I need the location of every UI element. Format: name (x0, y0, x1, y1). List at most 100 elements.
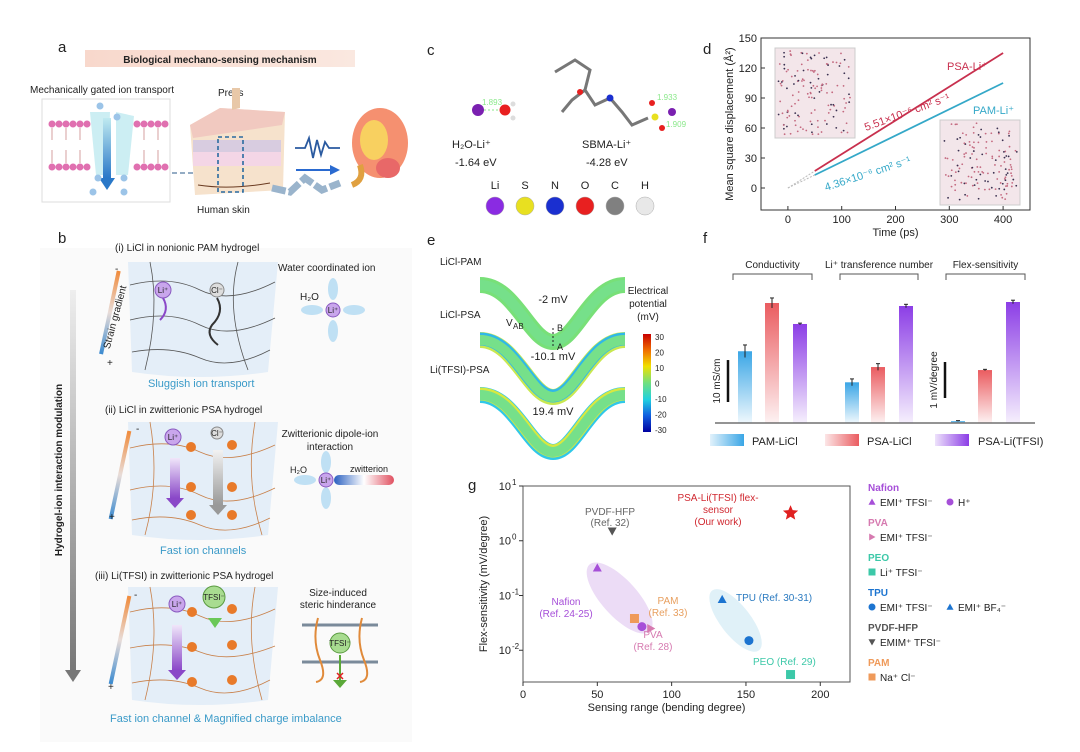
md-atom-dot (813, 97, 816, 100)
cl-ion-icon (210, 426, 224, 440)
element-ball-h (635, 196, 655, 216)
md-atom-dot (985, 141, 988, 143)
md-atom-dot (954, 171, 957, 174)
data-point-pvdf-hfp (607, 527, 617, 536)
md-atom-dot (1007, 155, 1010, 158)
legend-entry-label: EMIM⁺ TFSI⁻ (880, 638, 941, 649)
strain-gradient-arrow (108, 430, 132, 520)
section-ii-side-title-2: interaction (307, 442, 353, 453)
md-atom-dot (827, 64, 829, 67)
md-atom-dot (813, 109, 816, 111)
li-ion-label: Li⁺ (321, 476, 331, 485)
md-atom-dot (1010, 174, 1013, 177)
y-tick-exponent: -2 (512, 642, 520, 651)
series-label: PAM-Li⁺ (973, 105, 1014, 117)
md-atom-dot (1005, 185, 1007, 188)
cl-ion-label: Cl⁻ (211, 429, 223, 438)
md-atom-dot (810, 87, 813, 89)
y-tick-exponent: 0 (512, 533, 517, 542)
section-iii-title: (iii) Li(TFSI) in zwitterionic PSA hydro… (95, 571, 273, 582)
colorbar-tick-label: 20 (655, 349, 664, 358)
sbma-li-molecule (554, 58, 676, 131)
md-atom-dot (842, 110, 845, 113)
element-symbol: S (521, 180, 528, 192)
finger-icon (232, 88, 240, 110)
md-atom-dot (1001, 182, 1004, 185)
series-line-1 (814, 82, 1004, 176)
y-tick-label: 90 (745, 93, 757, 105)
md-atom-dot (811, 69, 814, 72)
annotation-ours: (Our work) (694, 517, 741, 528)
element-symbol: Li (491, 180, 500, 192)
li-fast-arrow (170, 458, 180, 498)
md-atom-dot (827, 112, 830, 114)
y-tick-base: 10 (499, 481, 511, 493)
md-atom-dot (783, 55, 786, 58)
md-atom-dot (963, 153, 966, 156)
legend-label: PSA-Li(TFSI) (978, 436, 1043, 448)
charge-groups (187, 604, 237, 687)
md-atom-dot (957, 149, 960, 152)
binding-energy: -4.28 eV (586, 157, 628, 169)
md-atom-dot (994, 164, 996, 166)
colorbar-title: (mV) (637, 312, 659, 323)
md-atom-dot (820, 131, 823, 133)
md-atom-dot (1003, 161, 1006, 163)
bar-1-2 (899, 306, 913, 423)
md-atom-dot (794, 124, 797, 127)
md-atom-dot (782, 127, 785, 130)
md-atom-dot (816, 119, 819, 122)
md-atom-dot (801, 78, 804, 81)
ion-channel-membrane-illustration (41, 98, 171, 203)
x-tick-label: 0 (520, 689, 526, 701)
zoom-box (217, 136, 244, 193)
panel-label-c: c (427, 42, 435, 59)
series-line-0 (814, 52, 1004, 172)
md-atom-dot (1003, 156, 1006, 159)
md-atom-dot (971, 166, 974, 169)
colorbar-title: Electrical (628, 286, 669, 297)
md-atom-dot (973, 184, 976, 186)
md-atom-dot (971, 153, 973, 155)
vab-label: V (506, 318, 513, 329)
group-label: Li⁺ transference number (825, 260, 934, 271)
x-axis-label: Sensing range (bending degree) (588, 702, 746, 714)
legend-marker-triangle-down (868, 639, 876, 646)
md-atom-dot (980, 128, 983, 131)
md-atom-dot (991, 157, 994, 160)
md-atom-dot (810, 96, 813, 99)
element-symbol: C (611, 180, 619, 192)
md-atom-dot (990, 186, 993, 189)
md-atom-dot (975, 178, 978, 181)
annotation-tpu: TPU (Ref. 30-31) (736, 593, 812, 604)
annotation-pam: PAM (658, 596, 679, 607)
psa-tfsi-hydrogel-network (128, 587, 278, 705)
md-atom-dot (786, 87, 788, 90)
md-atom-dot (835, 61, 838, 64)
group-bracket (839, 273, 919, 280)
md-atom-dot (817, 77, 820, 80)
md-atom-dot (965, 152, 967, 154)
md-atom-dot (805, 129, 808, 132)
md-atom-dot (788, 115, 791, 117)
md-atom-dot (825, 63, 828, 65)
md-atom-dot (951, 158, 954, 161)
md-atom-dot (846, 131, 849, 134)
legend-group-title: Nafion (868, 483, 899, 494)
section-i-caption: Sluggish ion transport (148, 378, 254, 390)
md-atom-dot (1003, 177, 1006, 180)
x-tick-label: 100 (833, 214, 851, 226)
annotation-ours: sensor (703, 505, 734, 516)
data-point-pva (647, 623, 656, 633)
point-a-label: A (557, 342, 563, 352)
md-atom-dot (786, 125, 788, 128)
data-point-tpu (744, 636, 754, 646)
tfsi-ion-label: TFSI⁻ (203, 593, 225, 602)
legend-label: PAM-LiCl (752, 436, 798, 448)
panel-d-msd-chart: d 0 30 60 90 120 150 0 100 200 300 400 Time (ps) Mea… (703, 33, 1031, 239)
md-atom-dot (802, 128, 804, 131)
md-atom-dot (817, 126, 819, 129)
strain-plus: + (109, 512, 115, 523)
li-ion-icon (168, 595, 186, 613)
bar-2-0 (951, 421, 965, 423)
